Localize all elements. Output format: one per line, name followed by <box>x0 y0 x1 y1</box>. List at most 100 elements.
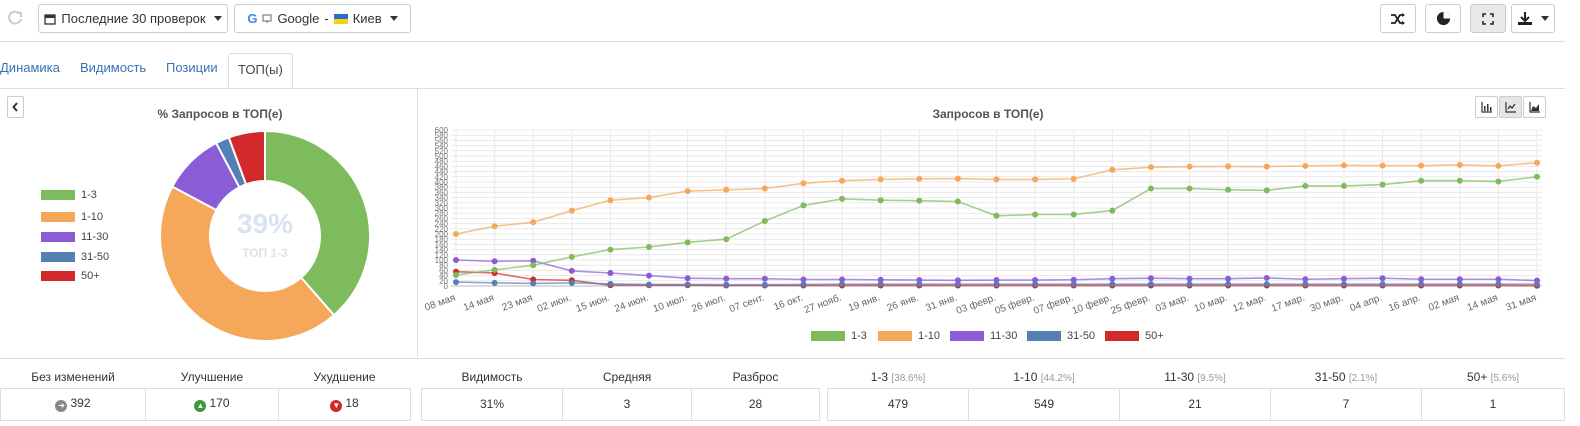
data-point-1-10[interactable] <box>1032 176 1039 183</box>
data-point-1-10[interactable] <box>1495 162 1502 169</box>
data-point-1-10[interactable] <box>954 175 961 182</box>
data-point-1-3[interactable] <box>1340 182 1347 189</box>
data-point-11-30[interactable] <box>1147 275 1154 282</box>
data-point-11-30[interactable] <box>1070 276 1077 283</box>
bar-chart-toggle[interactable] <box>1475 96 1498 118</box>
data-point-11-30[interactable] <box>1225 275 1232 282</box>
data-point-31-50[interactable] <box>1186 281 1193 288</box>
data-point-1-10[interactable] <box>1456 161 1463 168</box>
data-point-11-30[interactable] <box>1302 276 1309 283</box>
data-point-31-50[interactable] <box>1032 281 1039 288</box>
data-point-11-30[interactable] <box>1418 276 1425 283</box>
data-point-31-50[interactable] <box>530 280 537 287</box>
data-point-31-50[interactable] <box>1340 281 1347 288</box>
period-dropdown[interactable]: Последние 30 проверок <box>38 4 228 33</box>
data-point-11-30[interactable] <box>1456 276 1463 283</box>
data-point-11-30[interactable] <box>1263 274 1270 281</box>
data-point-1-3[interactable] <box>1534 173 1540 180</box>
data-point-1-10[interactable] <box>530 219 537 226</box>
donut-slice-1-3[interactable] <box>264 129 371 317</box>
data-point-1-3[interactable] <box>568 253 575 260</box>
data-point-1-3[interactable] <box>1070 211 1077 218</box>
data-point-1-3[interactable] <box>607 246 614 253</box>
data-point-31-50[interactable] <box>723 281 730 288</box>
data-point-1-10[interactable] <box>1302 162 1309 169</box>
area-chart-toggle[interactable] <box>1523 96 1546 118</box>
data-point-1-10[interactable] <box>1263 163 1270 170</box>
data-point-1-3[interactable] <box>877 197 884 204</box>
data-point-31-50[interactable] <box>1418 281 1425 288</box>
data-point-31-50[interactable] <box>761 281 768 288</box>
data-point-11-30[interactable] <box>530 257 537 264</box>
download-dropdown[interactable] <box>1511 4 1555 33</box>
data-point-1-3[interactable] <box>1032 211 1039 218</box>
data-point-1-3[interactable] <box>530 262 537 269</box>
data-point-1-10[interactable] <box>839 177 846 184</box>
data-point-1-3[interactable] <box>1379 181 1386 188</box>
data-point-1-10[interactable] <box>723 186 730 193</box>
data-point-11-30[interactable] <box>1032 277 1039 284</box>
data-point-11-30[interactable] <box>1186 275 1193 282</box>
data-point-11-30[interactable] <box>1109 275 1116 282</box>
data-point-1-10[interactable] <box>684 188 691 195</box>
data-point-1-3[interactable] <box>1109 207 1116 214</box>
data-point-1-3[interactable] <box>1147 185 1154 192</box>
data-point-31-50[interactable] <box>877 281 884 288</box>
data-point-31-50[interactable] <box>1456 281 1463 288</box>
line-legend-item[interactable]: 1-3 <box>811 330 867 342</box>
data-point-1-3[interactable] <box>491 266 498 273</box>
data-point-11-30[interactable] <box>453 257 459 263</box>
data-point-1-3[interactable] <box>761 218 768 224</box>
donut-slice-50+[interactable] <box>227 129 266 186</box>
data-point-11-30[interactable] <box>1340 275 1347 282</box>
data-point-1-3[interactable] <box>646 244 653 250</box>
data-point-1-3[interactable] <box>916 197 923 204</box>
tab-tops[interactable]: ТОП(ы) <box>228 53 293 89</box>
data-point-1-10[interactable] <box>1147 164 1154 171</box>
data-point-11-30[interactable] <box>839 276 846 283</box>
data-point-11-30[interactable] <box>954 277 961 284</box>
tab-dynamics[interactable]: Динамика <box>0 60 60 75</box>
data-point-1-10[interactable] <box>800 180 807 187</box>
data-point-31-50[interactable] <box>607 280 614 287</box>
data-point-31-50[interactable] <box>1147 281 1154 288</box>
line-legend-item[interactable]: 31-50 <box>1027 330 1095 342</box>
data-point-11-30[interactable] <box>568 267 575 274</box>
donut-legend-item[interactable]: 1-3 <box>41 189 97 201</box>
data-point-11-30[interactable] <box>916 277 923 284</box>
data-point-1-3[interactable] <box>954 198 961 205</box>
donut-legend-item[interactable]: 1-10 <box>41 211 103 223</box>
donut-legend-item[interactable]: 11-30 <box>41 231 108 243</box>
data-point-1-10[interactable] <box>1109 166 1116 173</box>
donut-slice-1-10[interactable] <box>159 185 336 342</box>
data-point-1-10[interactable] <box>1534 159 1540 166</box>
data-point-11-30[interactable] <box>646 272 653 279</box>
data-point-31-50[interactable] <box>568 279 575 286</box>
data-point-1-10[interactable] <box>646 194 653 201</box>
data-point-1-3[interactable] <box>1186 185 1193 192</box>
fullscreen-button[interactable] <box>1470 4 1506 33</box>
data-point-1-10[interactable] <box>1418 162 1425 169</box>
data-point-1-3[interactable] <box>723 236 730 243</box>
data-point-31-50[interactable] <box>839 281 846 288</box>
pie-chart-button[interactable] <box>1425 4 1461 33</box>
data-point-1-10[interactable] <box>1186 163 1193 170</box>
line-legend-item[interactable]: 50+ <box>1105 330 1164 342</box>
data-point-1-10[interactable] <box>453 231 459 237</box>
data-point-1-3[interactable] <box>1456 177 1463 184</box>
data-point-1-3[interactable] <box>993 212 1000 219</box>
data-point-1-3[interactable] <box>1263 187 1270 194</box>
data-point-31-50[interactable] <box>1495 281 1502 288</box>
donut-legend-item[interactable]: 31-50 <box>41 251 109 263</box>
data-point-11-30[interactable] <box>1495 276 1502 283</box>
line-legend-item[interactable]: 11-30 <box>950 330 1017 342</box>
data-point-1-10[interactable] <box>568 207 575 214</box>
data-point-1-10[interactable] <box>916 175 923 182</box>
donut-legend-item[interactable]: 50+ <box>41 270 100 282</box>
line-legend-item[interactable]: 1-10 <box>878 330 940 342</box>
line-chart-toggle[interactable] <box>1499 96 1522 118</box>
data-point-1-3[interactable] <box>839 195 846 202</box>
collapse-panel-button[interactable] <box>7 96 24 118</box>
data-point-1-10[interactable] <box>1070 175 1077 182</box>
tab-positions[interactable]: Позиции <box>166 60 218 75</box>
